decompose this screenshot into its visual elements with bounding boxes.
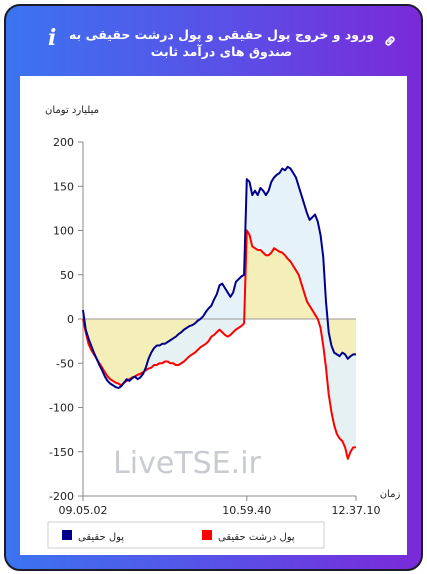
chart-panel: 200 150 100 50 0 -50 -100 -150 -200 09.05.02 10.59… bbox=[20, 76, 407, 555]
area-zero-to-big-real bbox=[83, 230, 356, 459]
legend-swatch-real-money bbox=[62, 530, 72, 540]
y-tick-label: -200 bbox=[49, 490, 74, 503]
y-tick-label: 100 bbox=[53, 225, 74, 238]
y-tick-label: -100 bbox=[49, 402, 74, 415]
legend-label-real-money: پول حقیقی bbox=[78, 532, 124, 543]
x-tick-label: 10.59.40 bbox=[222, 504, 271, 517]
y-tick-label: 200 bbox=[53, 136, 74, 149]
info-icon[interactable]: i bbox=[48, 25, 57, 51]
y-axis-label: میلیارد تومان bbox=[45, 105, 99, 116]
y-tick-label: -50 bbox=[56, 357, 74, 370]
x-axis-label: زمان bbox=[380, 489, 401, 500]
chart-card: i ورود و خروج پول حقیقی و پول درشت حقیقی… bbox=[4, 4, 423, 571]
legend-swatch-big-real-money bbox=[202, 530, 212, 540]
x-tick-label: 09.05.02 bbox=[59, 504, 108, 517]
legend-box bbox=[47, 521, 325, 549]
legend: پول حقیقی پول درشت حقیقی bbox=[47, 521, 325, 549]
watermark: LiveTSE.ir bbox=[113, 446, 261, 481]
y-tick-label: 150 bbox=[53, 180, 74, 193]
link-icon[interactable] bbox=[383, 34, 397, 48]
y-tick-label: 0 bbox=[67, 313, 74, 326]
x-tick-label: 12.37.10 bbox=[332, 504, 381, 517]
chart-title: ورود و خروج پول حقیقی و پول درشت حقیقی ب… bbox=[68, 27, 375, 59]
card-header: i ورود و خروج پول حقیقی و پول درشت حقیقی… bbox=[6, 6, 421, 76]
legend-label-big-real-money: پول درشت حقیقی bbox=[218, 532, 295, 543]
y-tick-label: 50 bbox=[60, 269, 74, 282]
area-between-series bbox=[83, 166, 356, 459]
series-line-real-money bbox=[82, 165, 356, 390]
y-tick-label: -150 bbox=[49, 446, 74, 459]
